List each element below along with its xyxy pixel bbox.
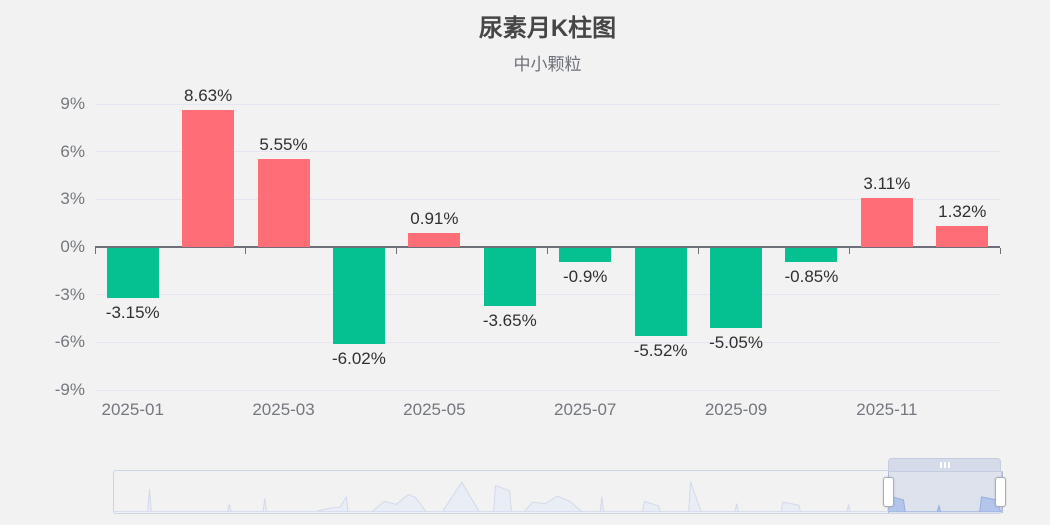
- axis-tick: [999, 248, 1001, 254]
- grid-line: [95, 294, 1000, 296]
- bar-value-label: -3.15%: [105, 303, 160, 323]
- bar-value-label: -0.85%: [784, 266, 839, 286]
- y-axis-label: -6%: [54, 332, 85, 352]
- bar-2025-12[interactable]: [936, 226, 989, 247]
- bar-2025-08[interactable]: [634, 248, 687, 336]
- grid-line: [95, 151, 1000, 153]
- bar-2025-02[interactable]: [182, 109, 235, 247]
- datazoom-selection-window[interactable]: [888, 471, 1003, 513]
- y-axis-label: 9%: [60, 94, 85, 113]
- bar-2025-01[interactable]: [106, 248, 159, 299]
- grid-line: [95, 103, 1000, 105]
- x-axis-label: 2025-01: [101, 400, 164, 419]
- bar-2025-10[interactable]: [785, 248, 838, 262]
- y-axis-label: 3%: [60, 189, 85, 209]
- axis-tick: [547, 248, 548, 254]
- bar-value-label: 1.32%: [938, 202, 987, 222]
- y-axis-label: -3%: [54, 284, 85, 304]
- bar-2025-03[interactable]: [257, 158, 310, 247]
- bar-value-label: -3.65%: [482, 310, 537, 330]
- bar-value-label: 0.91%: [410, 208, 459, 228]
- y-axis-label: 0%: [60, 237, 85, 256]
- x-axis-label: 2025-09: [704, 400, 768, 419]
- x-axis-label: 2025-03: [252, 400, 315, 419]
- datazoom-left-handle[interactable]: [883, 477, 895, 507]
- bar-2025-04[interactable]: [332, 248, 385, 344]
- chart-subtitle: 中小颗粒: [513, 55, 582, 74]
- bar-2025-09[interactable]: [710, 248, 763, 329]
- bar-value-label: -5.05%: [709, 333, 763, 353]
- grid-line: [95, 198, 1000, 200]
- datazoom-slider[interactable]: [113, 458, 1006, 514]
- bar-value-label: 3.11%: [863, 173, 911, 193]
- chart-title: 尿素月K柱图: [478, 15, 617, 42]
- x-axis-label: 2025-07: [554, 400, 617, 419]
- axis-tick: [245, 248, 247, 254]
- x-axis-label: 2025-05: [403, 400, 466, 419]
- plot-area: 9% 6% 3% 0% -3% -6% -9% -3.15% 8.63% 5.55% -6.02% 0…: [55, 86, 1001, 419]
- axis-tick: [396, 248, 398, 254]
- x-axis-line: [95, 246, 1000, 248]
- bar-2025-11[interactable]: [860, 197, 913, 247]
- bar-value-label: -0.9%: [562, 267, 608, 287]
- x-axis-label: 2025-11: [856, 400, 918, 419]
- axis-tick: [94, 248, 96, 254]
- axis-tick: [697, 248, 699, 254]
- bar-value-label: 5.55%: [259, 134, 308, 154]
- bar-2025-05[interactable]: [408, 232, 461, 247]
- bar-2025-07[interactable]: [559, 248, 612, 263]
- datazoom-move-bar[interactable]: [888, 458, 1001, 472]
- datazoom-preview-silhouette: [114, 474, 1001, 512]
- datazoom-baseline: [114, 511, 1001, 512]
- bar-value-label: -6.02%: [332, 348, 386, 368]
- grid-line: [95, 389, 1000, 391]
- y-axis-label: 6%: [60, 141, 85, 161]
- drag-grip-icon: [939, 462, 950, 468]
- bar-2025-06[interactable]: [483, 248, 536, 306]
- datazoom-right-handle[interactable]: [995, 477, 1006, 507]
- axis-tick: [848, 248, 850, 254]
- bar-value-label: 8.63%: [184, 85, 233, 105]
- y-axis-label: -9%: [54, 380, 85, 399]
- bar-value-label: -5.52%: [633, 340, 688, 360]
- grid-line: [95, 341, 1000, 343]
